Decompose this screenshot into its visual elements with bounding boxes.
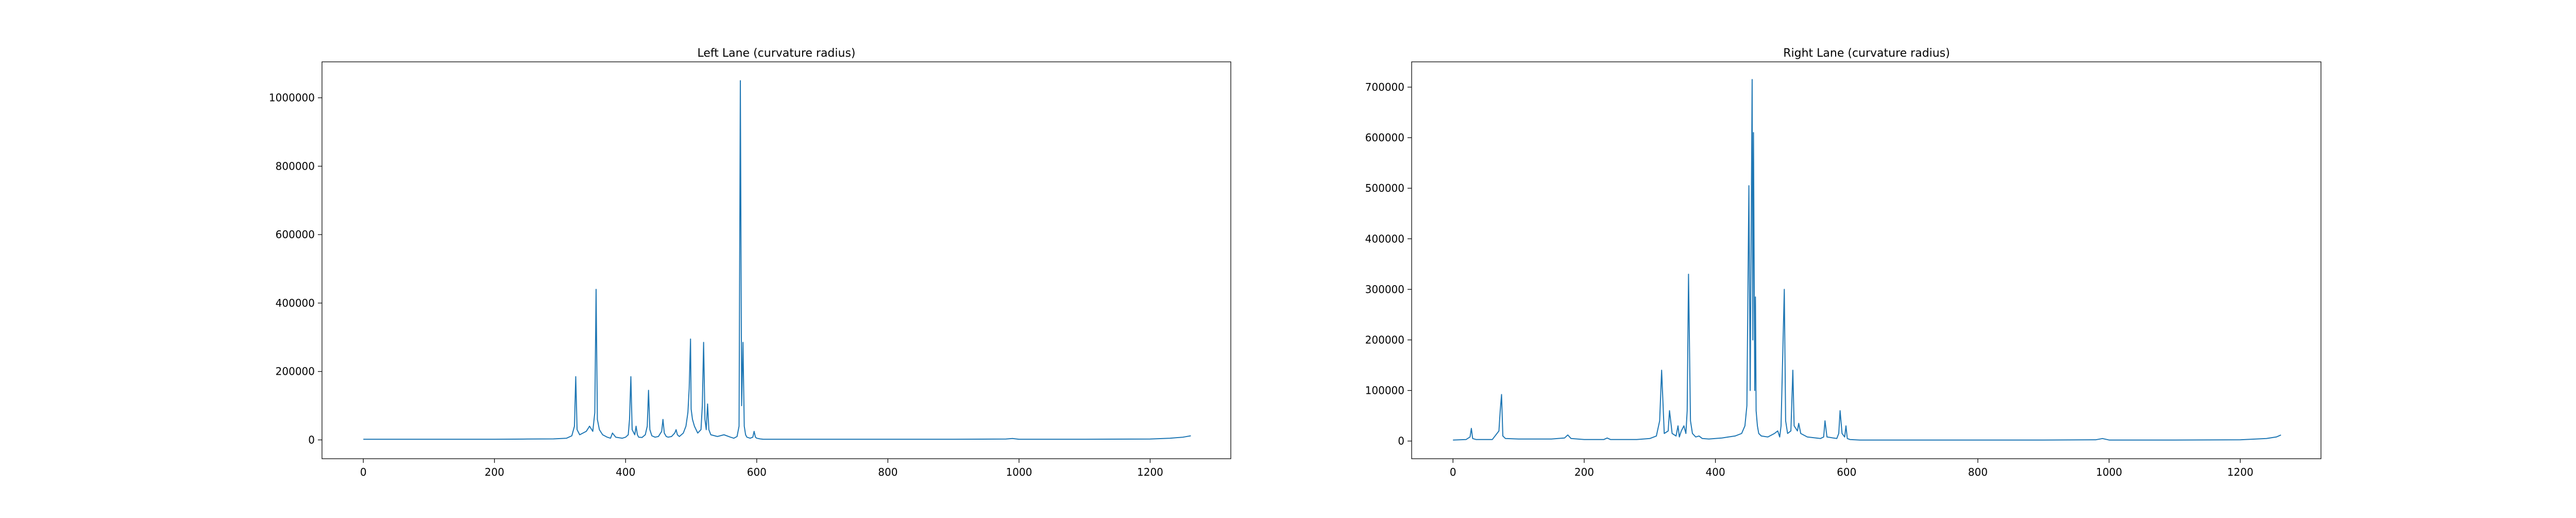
right-lane-y-tick-label: 700000 [1365,81,1404,93]
left-lane-axes-frame [321,61,1231,459]
right-lane-x-tick-label: 800 [1968,466,1988,478]
left-lane-curvature-line [363,80,1191,440]
right-lane-y-axis: 0 100000 200000 300000 400000 500000 600000 700… [1365,81,1412,447]
right-lane-y-tick-label: 100000 [1365,385,1404,397]
right-lane-x-tick-label: 1000 [2096,466,2122,478]
left-lane-x-tick-label: 1200 [1137,466,1163,478]
right-lane-x-tick-label: 0 [1450,466,1456,478]
left-lane-y-tick-label: 1000000 [269,92,315,104]
left-lane-y-tick-label: 800000 [276,160,315,172]
right-lane-series [1453,79,2281,441]
right-lane-y-tick-label: 600000 [1365,131,1404,144]
right-lane-x-axis: 0 200 400 600 800 1000 1200 [1450,459,2253,478]
left-lane-x-tick-label: 600 [747,466,767,478]
left-lane-x-tick-label: 400 [616,466,635,478]
right-lane-y-tick-label: 300000 [1365,283,1404,295]
left-lane-y-tick-label: 400000 [276,297,315,309]
left-lane-y-tick-label: 600000 [276,228,315,241]
left-lane-x-tick-label: 200 [485,466,504,478]
right-lane-x-tick-label: 600 [1837,466,1856,478]
left-lane-x-tick-label: 800 [878,466,897,478]
left-lane-x-tick-label: 1000 [1006,466,1032,478]
right-lane-chart-title: Right Lane (curvature radius) [1783,47,1950,60]
right-lane-y-tick-label: 200000 [1365,333,1404,346]
right-lane-y-tick-label: 500000 [1365,182,1404,194]
right-lane-curvature-line [1453,79,2281,441]
right-lane-x-tick-label: 200 [1574,466,1594,478]
left-lane-x-tick-label: 0 [360,466,367,478]
left-lane-series [363,80,1191,440]
left-lane-chart-title: Left Lane (curvature radius) [697,47,855,60]
right-lane-axes-frame [1411,61,2321,459]
left-lane-x-axis: 0 200 400 600 800 1000 1200 [360,459,1163,478]
right-lane-x-tick-label: 1200 [2227,466,2253,478]
left-lane-y-axis: 0 200000 400000 600000 800000 1000000 [269,92,322,446]
right-lane-y-tick-label: 400000 [1365,232,1404,245]
right-lane-x-tick-label: 400 [1706,466,1725,478]
left-lane-y-tick-label: 200000 [276,365,315,378]
left-lane-chart: Left Lane (curvature radius) 0 200 400 600 8… [269,47,1231,478]
right-lane-y-tick-label: 0 [1398,435,1404,447]
left-lane-y-tick-label: 0 [308,433,315,446]
right-lane-chart: Right Lane (curvature radius) 0 200 400 600… [1365,47,2321,478]
